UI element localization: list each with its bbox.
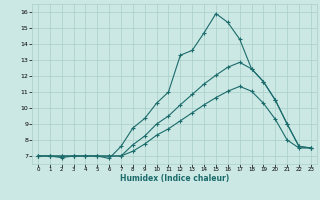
X-axis label: Humidex (Indice chaleur): Humidex (Indice chaleur) — [120, 174, 229, 183]
